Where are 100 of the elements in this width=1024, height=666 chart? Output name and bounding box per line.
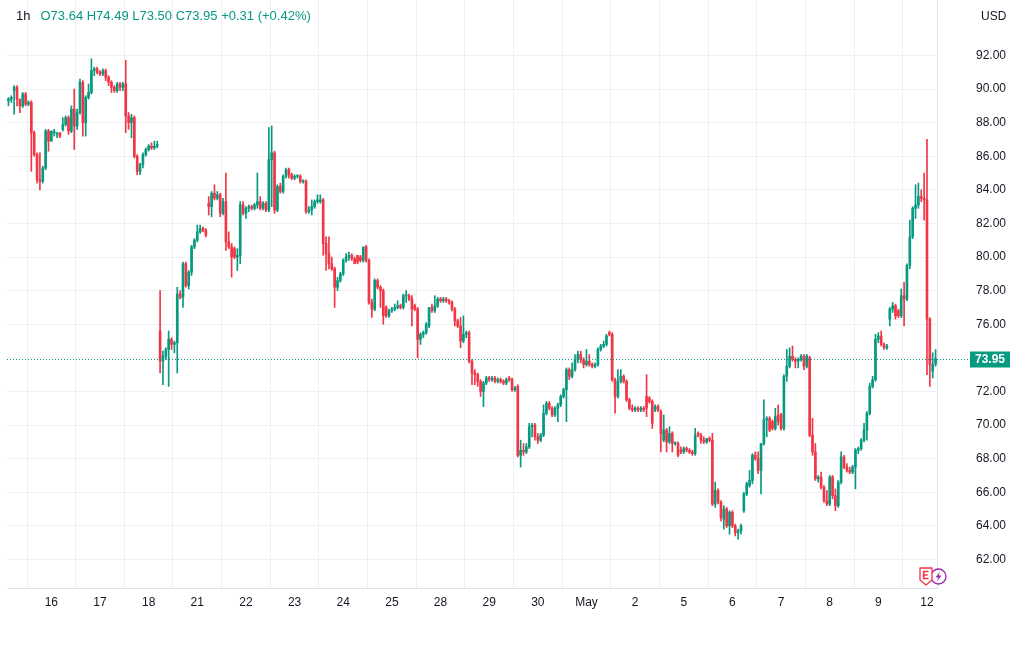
x-tick-label: 28 (433, 594, 448, 609)
candlestick (416, 307, 419, 359)
y-tick-label: 84.00 (976, 182, 1007, 197)
x-tick-label: 2 (631, 594, 639, 609)
y-tick-label: 62.00 (976, 551, 1007, 566)
candlestick (150, 142, 153, 150)
y-tick-label: 64.00 (976, 518, 1007, 533)
candlestick (401, 293, 405, 310)
candlestick (47, 129, 50, 152)
candlestick (273, 150, 276, 214)
y-tick-label: 88.00 (976, 114, 1007, 129)
y-tick-label: 76.00 (976, 316, 1007, 331)
candlestick (462, 315, 465, 344)
x-tick-label: 25 (385, 594, 399, 609)
candlestick (7, 97, 10, 107)
x-tick-label: 24 (336, 594, 351, 609)
candlestick (50, 130, 53, 142)
x-tick-label: 7 (777, 594, 785, 609)
candlestick (396, 300, 399, 310)
candlestick (276, 184, 279, 213)
y-tick-label: 72.00 (976, 383, 1007, 398)
ref-line-label: 73.95 (975, 352, 1006, 367)
x-tick-label: 8 (826, 594, 834, 609)
candlestick (442, 297, 445, 303)
candlestick (771, 419, 774, 431)
candlestick (24, 92, 27, 107)
candlestick (170, 337, 173, 350)
candlestick (293, 174, 296, 181)
candlestick (27, 100, 30, 107)
candlestick (233, 246, 236, 260)
candlestick (353, 256, 357, 265)
x-tick-label: May (575, 594, 598, 609)
candlestick (67, 115, 70, 135)
candlestick (256, 172, 259, 209)
x-tick-label: 29 (482, 594, 497, 609)
y-axis-title: USD (981, 8, 1007, 24)
candlestick (459, 317, 462, 349)
y-tick-label: 90.00 (976, 81, 1007, 96)
candlestick (854, 448, 857, 490)
candlestick (439, 297, 442, 303)
y-tick-label: 92.00 (976, 47, 1007, 62)
candlestick (64, 115, 67, 127)
candlestick (711, 433, 714, 507)
candlestick (356, 255, 359, 265)
candlestick (505, 377, 508, 386)
candlestick (499, 377, 502, 384)
candlestick (419, 332, 422, 345)
x-tick-label: 22 (239, 594, 253, 609)
y-tick-label: 82.00 (976, 215, 1007, 230)
candlestick (897, 308, 900, 318)
candlestick (828, 475, 832, 507)
candlestick (665, 428, 668, 453)
candlestick (894, 303, 897, 320)
x-tick-label: 12 (920, 594, 934, 609)
y-tick-label: 80.00 (976, 249, 1007, 264)
candlestick (751, 453, 754, 485)
x-tick-label: 23 (287, 594, 302, 609)
candlestick (130, 113, 133, 139)
candlestick (542, 404, 545, 438)
y-tick-label: 78.00 (976, 282, 1007, 297)
candlestick (691, 449, 694, 456)
x-tick-label: 6 (729, 594, 737, 609)
y-tick-label: 70.00 (976, 417, 1007, 432)
candlestick (605, 333, 608, 347)
candlestick (668, 426, 671, 444)
candlestick (207, 196, 211, 216)
y-tick-label: 66.00 (976, 484, 1007, 499)
candlestick (519, 439, 522, 468)
candlestick (728, 510, 731, 535)
candlestick (336, 276, 339, 291)
candlestick (502, 379, 505, 386)
candlestick (213, 184, 216, 201)
x-tick-label: 21 (190, 594, 205, 609)
text: 1h (16, 8, 31, 24)
candlestick (645, 374, 648, 417)
x-tick-label: 16 (44, 594, 59, 609)
candlestick (768, 416, 771, 433)
candlestick (70, 105, 73, 134)
candlestick (319, 194, 322, 204)
candlestick (705, 438, 708, 444)
candlestick (688, 448, 691, 454)
x-tick-label: 30 (531, 594, 545, 609)
y-tick-label: 68.00 (976, 450, 1007, 465)
candlestick (359, 255, 362, 263)
text: O73.64 H74.49 L73.50 C73.95 +0.31 (+0.42%) (40, 8, 311, 24)
candlestick (773, 407, 777, 431)
x-tick-label: 9 (874, 594, 882, 609)
candlestick (153, 140, 156, 150)
candlestick (522, 443, 525, 456)
candlestick (90, 58, 93, 95)
candlestick (250, 204, 253, 211)
x-tick-label: 18 (141, 594, 156, 609)
candlestick (565, 367, 568, 423)
candlestick (296, 174, 299, 179)
x-tick-label: 17 (93, 594, 107, 609)
candlestick (702, 436, 706, 444)
candlestick (210, 191, 213, 218)
candlestick (399, 303, 402, 310)
candlestick (685, 446, 688, 453)
y-tick-label: 86.00 (976, 148, 1007, 163)
